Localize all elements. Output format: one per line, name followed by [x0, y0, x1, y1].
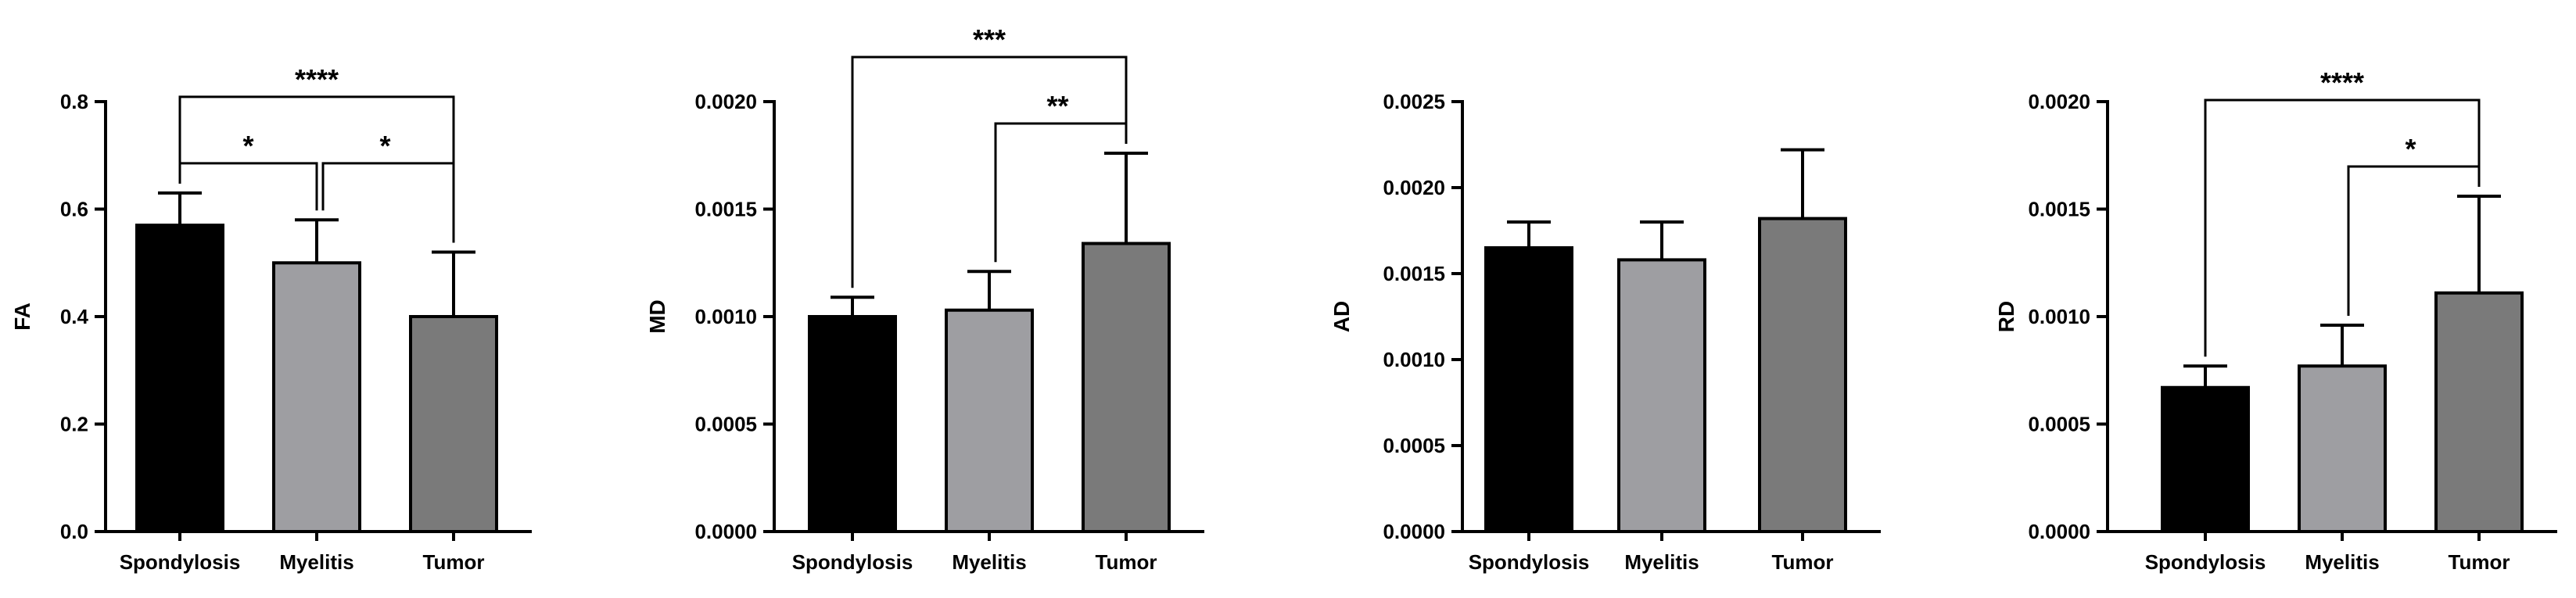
- chart-panel-md: 0.0000 0.0005 0.0010 0.0015 0.0020 MD Spondylo…: [645, 23, 1204, 574]
- x-tick-label: Tumor: [1772, 550, 1834, 574]
- x-tick-label: Tumor: [1096, 550, 1157, 574]
- bar-myelitis: [2298, 364, 2387, 533]
- significance-label: ****: [295, 63, 339, 95]
- x-tick-label: Spondylosis: [2145, 550, 2266, 574]
- bar-spondylosis: [808, 315, 897, 533]
- significance-bracket: [851, 56, 1128, 288]
- significance-label: *: [2405, 133, 2416, 165]
- y-tick-label: 0.0010: [1383, 348, 1445, 371]
- bar-myelitis: [1617, 258, 1706, 533]
- y-tick-label: 0.0020: [694, 90, 757, 113]
- significance-label: *: [379, 130, 390, 162]
- bar-myelitis: [272, 261, 361, 533]
- x-tick-label: Myelitis: [1624, 550, 1699, 574]
- bar-tumor: [1758, 217, 1847, 533]
- y-tick-label: 0.8: [60, 90, 88, 113]
- x-tick-label: Spondylosis: [1469, 550, 1590, 574]
- y-tick-label: 0.0000: [1383, 520, 1445, 543]
- x-tick-label: Myelitis: [279, 550, 353, 574]
- significance-bracket: [178, 162, 318, 211]
- x-tick-label: Spondylosis: [120, 550, 241, 574]
- y-tick-label: 0.0005: [2028, 413, 2090, 436]
- y-axis-label: RD: [1994, 301, 2018, 332]
- x-tick-label: Spondylosis: [792, 550, 913, 574]
- y-tick-label: 0.0005: [1383, 434, 1445, 457]
- y-tick-label: 0.0000: [694, 520, 757, 543]
- y-tick-label: 0.0020: [1383, 176, 1445, 199]
- bar-tumor: [2434, 291, 2524, 533]
- y-tick-label: 0.0025: [1383, 90, 1445, 113]
- significance-bracket: [994, 122, 1128, 263]
- y-tick-label: 0.0015: [1383, 262, 1445, 285]
- significance-label: *: [242, 130, 253, 162]
- y-axis-label: AD: [1329, 301, 1354, 332]
- bar-tumor: [409, 315, 498, 533]
- y-tick-label: 0.2: [60, 413, 88, 436]
- chart-panel-rd: 0.0000 0.0005 0.0010 0.0015 0.0020 RD Spondylo…: [1994, 66, 2557, 574]
- significance-bracket: [321, 162, 455, 243]
- y-tick-label: 0.0: [60, 520, 88, 543]
- bar-spondylosis: [1484, 246, 1573, 533]
- significance-label: ***: [973, 23, 1006, 56]
- y-tick-label: 0.0000: [2028, 520, 2090, 543]
- y-tick-label: 0.0010: [2028, 305, 2090, 328]
- bar-spondylosis: [135, 224, 224, 533]
- x-tick-label: Tumor: [423, 550, 485, 574]
- x-tick-label: Myelitis: [952, 550, 1026, 574]
- bar-tumor: [1082, 242, 1171, 533]
- y-tick-label: 0.4: [60, 305, 89, 328]
- y-axis-label: FA: [10, 303, 34, 331]
- y-tick-label: 0.0010: [694, 305, 757, 328]
- x-tick-label: Tumor: [2449, 550, 2510, 574]
- y-axis-label: MD: [645, 299, 669, 334]
- y-tick-label: 0.0020: [2028, 90, 2090, 113]
- significance-label: **: [1046, 90, 1068, 122]
- significance-bracket: [2204, 98, 2481, 357]
- y-tick-label: 0.0015: [694, 198, 757, 221]
- chart-panel-fa: 0.0 0.2 0.4 0.6 0.8 FA Spondylosis Myelitis Tumo…: [10, 63, 532, 574]
- significance-label: ****: [2320, 66, 2364, 98]
- significance-bracket: [178, 95, 455, 243]
- chart-panel-ad: 0.0000 0.0005 0.0010 0.0015 0.0020 0.0025 AD Sp…: [1329, 90, 1881, 574]
- y-tick-label: 0.6: [60, 198, 88, 221]
- x-tick-label: Myelitis: [2305, 550, 2379, 574]
- y-tick-label: 0.0005: [694, 413, 757, 436]
- y-tick-label: 0.0015: [2028, 198, 2090, 221]
- bar-spondylosis: [2161, 385, 2250, 533]
- bar-myelitis: [945, 308, 1034, 533]
